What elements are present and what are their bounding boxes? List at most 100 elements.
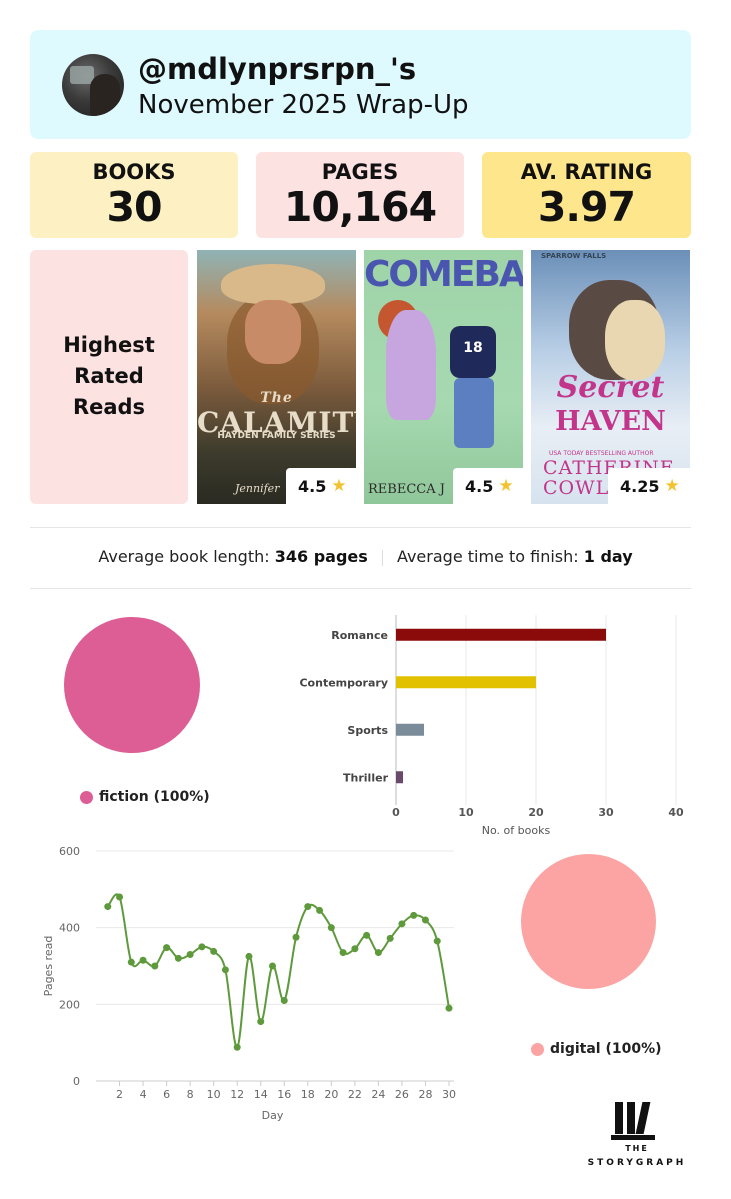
storygraph-logo: THE STORYGRAPH [584,1102,690,1172]
wrapup-title: November 2025 Wrap-Up [138,90,469,120]
data-point-day-19 [316,906,324,914]
logo-text-the: THE [625,1144,649,1153]
data-point-day-28 [421,916,429,924]
rating-value: 4.5 [298,476,327,496]
stat-books: BOOKS 30 [30,152,238,238]
stat-pages-label: PAGES [321,160,399,184]
fiction-legend-label: fiction (100%) [99,789,210,805]
data-point-day-25 [386,934,394,942]
data-point-day-21 [339,949,347,957]
divider [381,549,383,566]
stat-books-label: BOOKS [92,160,176,184]
highest-rated-heading: Highest Rated Reads [63,333,155,419]
stat-pages: PAGES 10,164 [256,152,464,238]
data-point-day-23 [363,931,371,939]
legend-dot [531,1042,544,1056]
x-tick-label: 2 [116,1088,123,1101]
data-point-day-29 [433,937,441,945]
stat-pages-value: 10,164 [283,183,437,231]
x-tick-label: 24 [371,1088,385,1101]
rating-badge: 4.25 ★ [608,468,690,504]
data-point-day-16 [280,997,288,1004]
cover-art-face [245,300,301,364]
x-tick-label: 18 [301,1088,315,1101]
digital-pie-slice [521,854,656,989]
data-point-day-5 [151,962,159,970]
x-tick-label: 22 [348,1088,362,1101]
rating-value: 4.25 [620,476,660,496]
x-tick-label: 12 [230,1088,244,1101]
x-tick-label: 10 [458,806,474,819]
highest-rated-heading-box: Highest Rated Reads [30,250,188,504]
data-point-day-6 [163,944,171,952]
y-tick-label: Romance [331,629,388,642]
data-point-day-15 [269,962,276,970]
y-tick-label: 0 [73,1075,80,1088]
book-cover-secret-haven[interactable]: SPARROW FALLS Secret HAVEN USA TODAY BES… [531,250,690,504]
cover-series: HAYDEN FAMILY SERIES [217,431,336,441]
logo-icon [611,1102,655,1140]
data-point-day-2 [116,893,124,901]
x-tick-label: 0 [392,806,400,819]
rating-value: 4.5 [465,476,494,496]
book-cover-calamity[interactable]: The CALAMITY HAYDEN FAMILY SERIES Jennif… [197,250,356,504]
cover-series: SPARROW FALLS [541,252,607,260]
data-point-day-9 [198,943,206,951]
format-legend: digital (100%) [531,1041,662,1057]
book-cover-comeback[interactable]: COMEBACK 18 REBECCA J 4.5 ★ [364,250,523,504]
data-point-day-14 [257,1018,265,1026]
cover-tagline: USA TODAY BESTSELLING AUTHOR [549,450,654,457]
cover-art-blond [605,300,665,380]
data-point-day-1 [104,903,112,911]
y-axis-label: Pages read [42,936,55,997]
star-icon: ★ [331,476,347,496]
y-tick-label: Sports [347,724,388,737]
avg-time-label: Average time to finish: [396,547,579,566]
x-tick-label: 8 [187,1088,194,1101]
avg-length-label: Average book length: [98,547,270,566]
stat-rating-value: 3.97 [537,183,636,231]
star-icon: ★ [664,476,680,496]
y-tick-label: Thriller [343,771,389,784]
y-tick-label: 600 [59,845,80,858]
cover-author: Jennifer [235,482,280,495]
y-tick-label: Contemporary [299,676,388,689]
data-point-day-20 [327,924,335,932]
averages-line: Average book length: 346 pages Average t… [0,547,731,566]
bar-romance [396,628,606,641]
divider [30,588,691,589]
data-point-day-4 [139,956,147,964]
x-tick-label: 6 [163,1088,170,1101]
data-point-day-10 [210,947,218,955]
x-axis-label: No. of books [482,824,551,837]
x-tick-label: 20 [528,806,544,819]
fiction-pie-slice [64,617,200,753]
cover-title: COMEBACK [364,254,523,295]
bar-sports [396,723,424,736]
avatar-person [90,74,120,116]
legend-dot [80,790,93,804]
bar-thriller [396,771,403,784]
stat-rating: AV. RATING 3.97 [482,152,691,238]
data-point-day-26 [398,920,406,928]
avg-time-value: 1 day [583,547,633,566]
fiction-legend: fiction (100%) [80,789,210,805]
star-icon: ★ [498,476,514,496]
x-tick-label: 20 [324,1088,338,1101]
data-point-day-7 [174,954,182,962]
stat-books-value: 30 [106,183,162,231]
x-tick-label: 28 [418,1088,432,1101]
stat-rating-label: AV. RATING [520,160,653,184]
x-tick-label: 30 [598,806,614,819]
data-point-day-8 [186,951,194,958]
x-tick-label: 16 [277,1088,291,1101]
avatar-window [70,66,94,84]
cover-art-boy [450,326,496,378]
x-tick-label: 10 [207,1088,221,1101]
avatar [62,54,124,116]
x-axis-label: Day [262,1109,284,1122]
data-point-day-3 [127,958,135,966]
data-point-day-17 [292,933,300,941]
data-point-day-13 [245,952,253,960]
